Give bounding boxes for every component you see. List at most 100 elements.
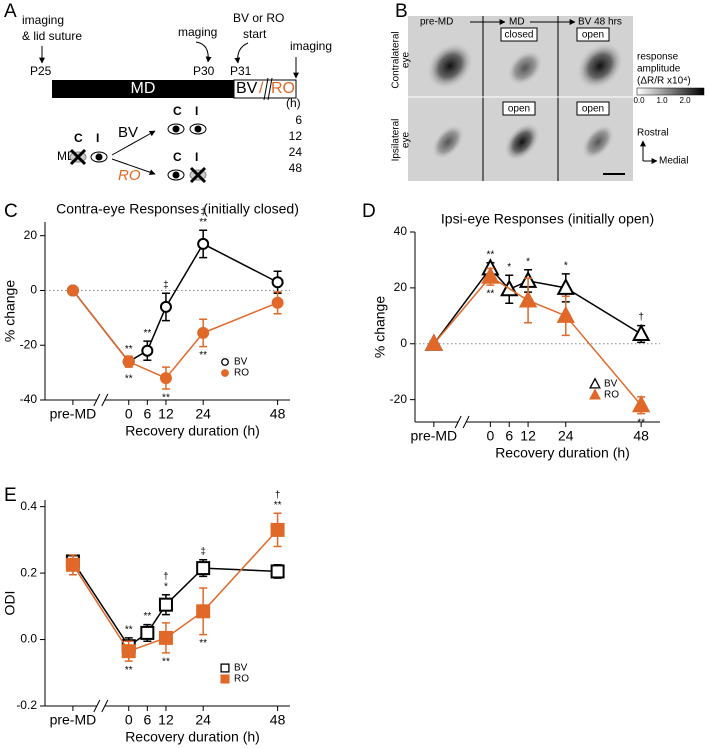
scale-tick: 1.0	[656, 96, 668, 105]
legend-marker	[220, 663, 230, 673]
series: ** ** RO	[424, 266, 651, 428]
marker	[271, 296, 284, 309]
age-label: P30	[193, 64, 215, 78]
orientation: Rostral	[637, 128, 669, 139]
significance: ‡	[163, 280, 169, 291]
eye-state: open	[508, 104, 530, 115]
event-label: start	[243, 27, 267, 41]
panel-label: D	[362, 201, 376, 222]
legend-marker	[220, 674, 230, 684]
y-tick-label: 0	[400, 336, 407, 350]
eye-label: I	[96, 131, 99, 145]
bv-label: BV	[118, 124, 138, 141]
hours: 6	[295, 113, 302, 127]
legend-entry: BV	[589, 377, 618, 390]
x-axis-label: Recovery duration (h)	[125, 423, 260, 439]
y-tick-label: 0	[30, 283, 37, 297]
significance: **	[162, 393, 170, 404]
pupil	[172, 171, 180, 179]
significance: **	[637, 417, 645, 428]
legend-marker	[221, 369, 229, 377]
age-label: P25	[30, 64, 52, 78]
axis-break	[462, 415, 470, 429]
chart-title: Contra-eye Responses (initially closed)	[56, 201, 299, 217]
significance: **	[162, 656, 170, 667]
age-label: P31	[230, 64, 252, 78]
response-map	[507, 50, 543, 86]
column-label: MD	[509, 17, 525, 28]
x-axis-label: Recovery duration (h)	[495, 445, 630, 461]
legend-entry: RO	[221, 368, 249, 379]
marker	[141, 344, 154, 357]
series: ****‡‡**BV	[66, 207, 284, 368]
row-label: eye	[401, 132, 412, 149]
y-axis-label: % change	[372, 296, 388, 358]
legend-marker	[221, 358, 229, 366]
x-tick-label: 48	[633, 428, 649, 444]
state-box	[576, 27, 610, 42]
y-axis-label: ODI	[2, 591, 18, 616]
eye-label: C	[173, 150, 182, 164]
eye-label: C	[173, 104, 182, 118]
marker	[270, 522, 285, 537]
significance: **	[199, 638, 207, 649]
significance: **	[125, 665, 133, 676]
legend-entry: BV	[220, 663, 248, 674]
y-tick-label: -20	[20, 337, 38, 351]
significance: *	[164, 581, 168, 592]
legend-entry: RO	[220, 674, 249, 685]
marker	[158, 630, 173, 645]
marker	[66, 284, 79, 297]
y-tick-label: 0.0	[20, 632, 37, 646]
closed-mark	[69, 148, 87, 166]
legend-label: BV	[234, 663, 248, 674]
x-tick-label: pre-MD	[50, 406, 97, 422]
bar-label: RO	[271, 80, 295, 97]
y-axis-label: % change	[2, 280, 18, 342]
event-label: imaging	[290, 39, 332, 53]
significance: **	[199, 217, 207, 228]
legend-label: BV	[234, 357, 248, 368]
state-box	[502, 101, 536, 116]
closed-mark	[189, 166, 207, 184]
bar-label: BV	[236, 80, 258, 97]
schematic: MD C I BV RO C I C I	[57, 104, 207, 184]
series: **** *†BV	[424, 249, 651, 390]
state-box	[576, 101, 610, 116]
marker	[159, 372, 172, 385]
scale-title: (ΔR/R x10⁴)	[637, 76, 691, 87]
significance: †	[163, 571, 169, 582]
axis-break	[454, 415, 462, 429]
significance: **	[125, 625, 133, 636]
significance: **	[143, 611, 151, 622]
legend-marker	[589, 388, 601, 400]
marker	[424, 333, 444, 351]
significance: *	[526, 256, 530, 267]
marker	[140, 625, 155, 640]
event-label: BV or RO	[233, 11, 284, 25]
marker	[121, 644, 136, 659]
x-tick-label: 0	[486, 428, 494, 444]
marker	[631, 395, 651, 413]
pupil	[172, 125, 180, 133]
scale-tick: 2.0	[679, 96, 691, 105]
significance: †	[275, 490, 281, 501]
event-label: & lid suture	[22, 29, 82, 43]
response-map	[504, 122, 540, 162]
axis-break	[101, 699, 109, 713]
marker	[196, 561, 211, 576]
significance: *	[507, 262, 511, 273]
md-bar	[52, 80, 234, 98]
y-tick-label: 0.4	[20, 499, 37, 513]
significance: ‡	[200, 546, 206, 557]
event-label: maging	[178, 25, 217, 39]
response-map	[426, 42, 474, 90]
significance: †	[638, 312, 644, 323]
eye-state: open	[582, 104, 604, 115]
scale-title: amplitude	[637, 64, 681, 75]
legend-label: RO	[234, 368, 249, 379]
scale-tick: 0.0	[633, 96, 645, 105]
arrow	[234, 42, 249, 64]
series-line	[433, 267, 642, 345]
